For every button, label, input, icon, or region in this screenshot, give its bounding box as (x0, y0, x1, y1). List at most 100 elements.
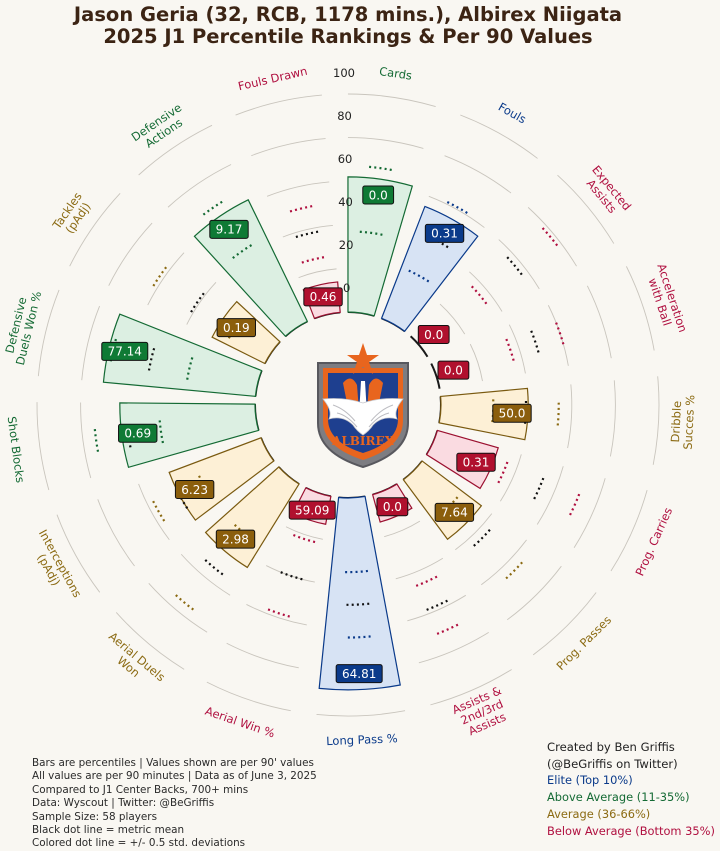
grid-arc (609, 380, 616, 457)
reference-dot-line (232, 242, 255, 259)
reference-dot-line (289, 204, 316, 213)
grid-arc (567, 384, 573, 449)
grid-arc (460, 114, 538, 159)
reference-dot-line (506, 256, 525, 278)
percentile-bars (102, 176, 529, 691)
grid-arc (439, 303, 466, 335)
reference-dot-line (567, 493, 581, 519)
reference-dot-line (503, 561, 523, 582)
grid-arc (226, 642, 299, 669)
value-badge: 0.0 (362, 185, 395, 205)
footer-note: All values are per 90 minutes | Data as … (32, 770, 317, 783)
value-badge: 64.81 (335, 664, 383, 684)
chart-title: Jason Geria (32, RCB, 1178 mins.), Albir… (0, 4, 696, 48)
footer-note: Bars are percentiles | Values shown are … (32, 757, 314, 769)
grid-arc (418, 632, 489, 664)
grid-arc (506, 565, 562, 621)
value-badges: 0.46 0.0 0.31 0.0 0.0 50.0 0.31 7.64 0.0 64.81 59.… (101, 185, 532, 684)
value-label: 0.0 (383, 500, 402, 514)
grid-arc (97, 499, 135, 567)
value-label: 77.14 (108, 345, 142, 359)
grid-arc (557, 174, 615, 244)
value-badge: 0.0 (437, 360, 470, 380)
grid-arc (347, 137, 424, 149)
reference-dot-line (523, 401, 528, 428)
reference-dot-line (490, 399, 495, 426)
value-label: 59.09 (295, 503, 329, 517)
grid-arc (115, 612, 185, 670)
reference-dot-line (93, 425, 100, 452)
grid-arc (298, 268, 337, 279)
value-label: 0.0 (424, 328, 443, 342)
reference-dot-line (541, 227, 560, 249)
value-badge: 77.14 (101, 341, 149, 361)
grid-arc (532, 592, 597, 656)
reference-dot-line (264, 607, 290, 618)
reference-dot-line (109, 335, 118, 362)
grid-arc (625, 266, 655, 351)
value-badge: 7.64 (434, 502, 475, 522)
reference-dot-line (423, 599, 448, 613)
value-badge: 0.19 (216, 318, 257, 338)
title-line-2: 2025 J1 Percentile Rankings & Per 90 Val… (103, 25, 593, 48)
radial-tick-label: 40 (338, 195, 353, 209)
grid-arc (282, 224, 333, 238)
metric-label: Long Pass % (326, 731, 398, 748)
reference-dot-line (295, 230, 322, 239)
reference-dot-line (341, 569, 369, 574)
grid-arc (266, 181, 330, 197)
grid-arc (652, 376, 660, 465)
value-label: 0.19 (223, 321, 250, 335)
grid-arc (36, 402, 50, 491)
grid-arc (586, 285, 612, 359)
reference-dot-line (344, 635, 371, 639)
legend-above-average: Above Average (11-35%) (547, 790, 690, 804)
value-label: 9.17 (216, 223, 243, 237)
footer-note: Data: Wyscout | Twitter: @BeGriffis (32, 797, 215, 810)
metric-label: Aerial DuelsWon (98, 629, 168, 694)
grid-arc (147, 252, 185, 306)
grid-arc (206, 681, 291, 712)
grid-arc (395, 557, 444, 580)
reference-dot-line (150, 497, 166, 522)
reference-dot-line (556, 402, 560, 429)
value-label: 0.0 (444, 363, 463, 377)
grid-arc (469, 271, 503, 312)
reference-dot-line (470, 285, 490, 307)
legend-average: Average (36-66%) (547, 807, 651, 821)
footer-note: Colored dot line = +/- 0.5 std. deviatio… (32, 837, 246, 850)
radial-tick-labels: 0 20 40 60 80 100 (333, 66, 355, 295)
grid-arc (316, 710, 406, 717)
title-line-1: Jason Geria (32, RCB, 1178 mins.), Albir… (73, 3, 623, 26)
reference-dot-line (158, 417, 165, 444)
reference-dot-line (172, 592, 195, 611)
grid-arc (138, 483, 170, 541)
grid-arc (80, 402, 92, 479)
crest-wordmark: ALBIREX (331, 434, 395, 448)
value-badge: 0.0 (417, 324, 450, 344)
value-label: 0.31 (463, 456, 490, 470)
value-badge: 0.69 (118, 423, 158, 443)
credit-block: Created by Ben Griffis (@BeGriffis on Tw… (547, 739, 678, 773)
reference-dot-line (495, 461, 509, 487)
grid-arc (444, 155, 512, 194)
metric-label: Cards (378, 64, 413, 83)
value-badge: 0.0 (376, 497, 409, 517)
reference-dot-line (152, 263, 169, 287)
metric-label: Shot Blocks (5, 416, 28, 484)
value-label: 0.69 (124, 427, 151, 441)
credit-line-2: (@BeGriffis on Twitter) (547, 757, 678, 771)
metric-label: Fouls Drawn (237, 64, 309, 94)
club-crest: ALBIREX (317, 343, 409, 469)
metric-label: Assists &2nd/3rdAssists (450, 683, 514, 741)
reference-dot-line (290, 532, 316, 544)
grid-arc (469, 343, 483, 382)
reference-dot-line (555, 322, 566, 348)
reference-dot-line (438, 496, 459, 517)
radial-tick-label: 80 (337, 109, 352, 123)
baseline-arc (409, 335, 429, 358)
percentile-bar (438, 387, 529, 441)
reference-dot-line (408, 269, 432, 285)
value-badge: 2.98 (215, 529, 256, 549)
metric-label: Fouls (496, 100, 529, 127)
